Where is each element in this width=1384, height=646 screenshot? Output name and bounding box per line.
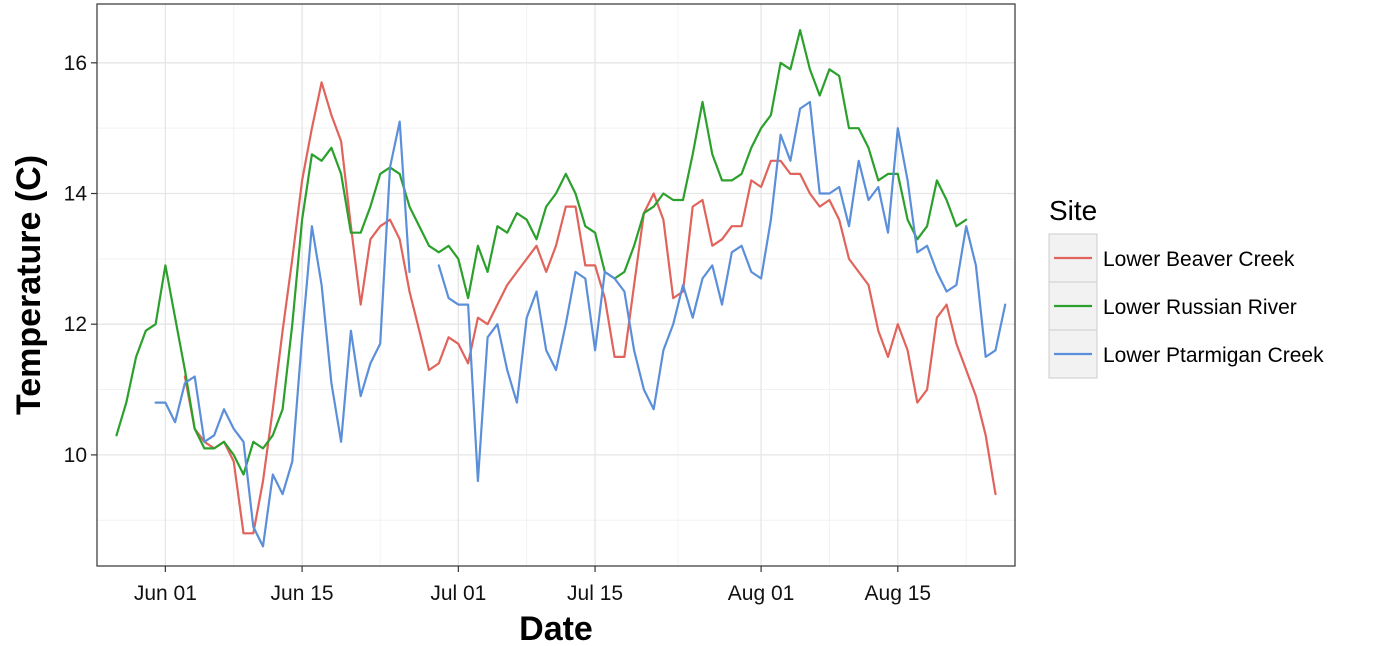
legend-label-lower-beaver-creek: Lower Beaver Creek [1103, 248, 1295, 271]
x-tick-label: Aug 01 [728, 582, 795, 605]
lower-beaver-creek-line [183, 81, 997, 535]
x-axis-title: Date [519, 610, 593, 646]
legend-label-lower-russian-river: Lower Russian River [1103, 296, 1297, 319]
y-tick-label: 12 [64, 313, 87, 336]
lower-ptarmigan-creek-line [437, 100, 1007, 483]
legend-label-lower-ptarmigan-creek: Lower Ptarmigan Creek [1103, 344, 1324, 367]
lower-russian-river-line [115, 29, 968, 476]
x-tick-label: Jul 15 [567, 582, 623, 605]
x-tick-label: Jul 01 [430, 582, 486, 605]
legend-title: Site [1049, 195, 1097, 226]
y-tick-label: 10 [64, 444, 87, 467]
y-axis: 10 12 14 16 [64, 52, 97, 467]
legend: Site Lower Beaver Creek Lower Russian Riv… [1048, 195, 1324, 379]
x-axis: Jun 01 Jun 15 Jul 01 Jul 15 Aug 01 Aug 15 [134, 566, 931, 605]
plot-panel [97, 4, 1015, 566]
lower-ptarmigan-creek-line [154, 120, 411, 548]
x-tick-label: Aug 15 [865, 582, 932, 605]
series-lines [115, 29, 1007, 548]
y-axis-title: Temperature (C) [10, 155, 48, 415]
x-tick-label: Jun 15 [271, 582, 334, 605]
plot-border [96, 3, 1016, 567]
y-tick-label: 14 [64, 183, 88, 206]
minor-gridlines [97, 4, 1015, 566]
y-tick-label: 16 [64, 52, 87, 75]
x-tick-label: Jun 01 [134, 582, 197, 605]
